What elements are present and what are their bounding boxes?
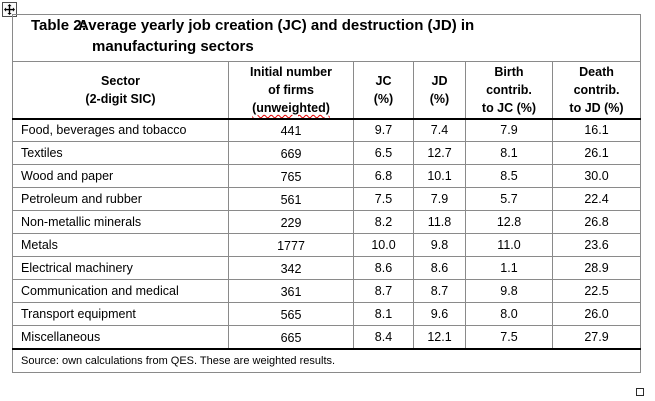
cell-firms: 765	[228, 164, 354, 188]
cell-birth: 7.9	[465, 118, 553, 142]
cell-firms: 565	[228, 302, 354, 326]
cell-jc: 6.5	[353, 141, 414, 165]
cell-jd: 10.1	[413, 164, 466, 188]
column-header-death-contrib: Death contrib. to JD (%)	[551, 61, 642, 120]
cell-jc: 7.5	[353, 187, 414, 211]
cell-jd: 9.6	[413, 302, 466, 326]
cell-sector: Textiles	[12, 141, 229, 165]
table-resize-handle[interactable]	[636, 388, 644, 396]
cell-death: 22.5	[551, 279, 642, 303]
cell-sector: Transport equipment	[12, 302, 229, 326]
cell-death: 16.1	[551, 118, 642, 142]
cell-jd: 12.7	[413, 141, 466, 165]
cell-birth: 8.0	[465, 302, 553, 326]
title-row: Table 2:Average yearly job creation (JC)…	[11, 14, 642, 62]
spellcheck-flagged-word: (unweighted)	[252, 100, 330, 115]
table-row: Petroleum and rubber 561 7.5 7.9 5.7 22.…	[12, 187, 642, 211]
table-row: Wood and paper 765 6.8 10.1 8.5 30.0	[12, 164, 642, 188]
move-icon	[4, 4, 15, 15]
cell-firms: 229	[228, 210, 354, 234]
cell-death: 22.4	[551, 187, 642, 211]
cell-firms: 561	[228, 187, 354, 211]
cell-jc: 8.7	[353, 279, 414, 303]
cell-birth: 8.5	[465, 164, 553, 188]
cell-jd: 7.9	[413, 187, 466, 211]
cell-sector: Wood and paper	[12, 164, 229, 188]
table-row: Electrical machinery 342 8.6 8.6 1.1 28.…	[12, 256, 642, 280]
cell-firms: 1777	[228, 233, 354, 257]
cell-jd: 11.8	[413, 210, 466, 234]
cell-sector: Metals	[12, 233, 229, 257]
cell-jd: 8.6	[413, 256, 466, 280]
cell-birth: 5.7	[465, 187, 553, 211]
table-row: Metals 1777 10.0 9.8 11.0 23.6	[12, 233, 642, 257]
cell-sector: Non-metallic minerals	[12, 210, 229, 234]
cell-birth: 11.0	[465, 233, 553, 257]
table-title-text-line2: manufacturing sectors	[92, 38, 254, 55]
table-row: Non-metallic minerals 229 8.2 11.8 12.8 …	[12, 210, 642, 234]
cell-firms: 665	[228, 325, 354, 349]
cell-jc: 6.8	[353, 164, 414, 188]
cell-death: 26.8	[551, 210, 642, 234]
column-header-initial-firms: Initial number of firms (unweighted)	[228, 61, 354, 120]
header-row: Sector (2-digit SIC) Initial number of f…	[12, 61, 642, 120]
cell-jc: 10.0	[353, 233, 414, 257]
cell-birth: 12.8	[465, 210, 553, 234]
cell-jc: 8.1	[353, 302, 414, 326]
cell-jc: 9.7	[353, 118, 414, 142]
cell-firms: 342	[228, 256, 354, 280]
cell-jd: 12.1	[413, 325, 466, 349]
cell-sector: Communication and medical	[12, 279, 229, 303]
cell-death: 23.6	[551, 233, 642, 257]
table-row: Textiles 669 6.5 12.7 8.1 26.1	[12, 141, 642, 165]
cell-death: 28.9	[551, 256, 642, 280]
table-2: Table 2:Average yearly job creation (JC)…	[11, 14, 642, 373]
cell-firms: 669	[228, 141, 354, 165]
column-header-birth-contrib: Birth contrib. to JC (%)	[465, 61, 553, 120]
cell-sector: Petroleum and rubber	[12, 187, 229, 211]
table-move-handle[interactable]	[2, 2, 17, 17]
cell-sector: Food, beverages and tobacco	[12, 118, 229, 142]
cell-death: 30.0	[551, 164, 642, 188]
cell-sector: Electrical machinery	[12, 256, 229, 280]
cell-jc: 8.4	[353, 325, 414, 349]
column-header-jc: JC (%)	[353, 61, 414, 120]
table-row: Transport equipment 565 8.1 9.6 8.0 26.0	[12, 302, 642, 326]
cell-death: 26.1	[551, 141, 642, 165]
cell-death: 26.0	[551, 302, 642, 326]
table-title-text: Average yearly job creation (JC) and des…	[78, 17, 475, 34]
table-row: Food, beverages and tobacco 441 9.7 7.4 …	[12, 118, 642, 142]
cell-jd: 8.7	[413, 279, 466, 303]
cell-jd: 7.4	[413, 118, 466, 142]
cell-death: 27.9	[551, 325, 642, 349]
cell-sector: Miscellaneous	[12, 325, 229, 349]
column-header-jd: JD (%)	[413, 61, 466, 120]
table-source-note: Source: own calculations from QES. These…	[11, 347, 642, 373]
cell-jd: 9.8	[413, 233, 466, 257]
column-header-sector: Sector (2-digit SIC)	[12, 61, 229, 120]
cell-birth: 1.1	[465, 256, 553, 280]
cell-firms: 441	[228, 118, 354, 142]
cell-jc: 8.6	[353, 256, 414, 280]
cell-jc: 8.2	[353, 210, 414, 234]
table-row: Miscellaneous 665 8.4 12.1 7.5 27.9	[12, 325, 642, 349]
cell-birth: 8.1	[465, 141, 553, 165]
table-title: Table 2:Average yearly job creation (JC)…	[11, 14, 642, 62]
table-row: Communication and medical 361 8.7 8.7 9.…	[12, 279, 642, 303]
table-number-label: Table 2:	[31, 17, 87, 34]
cell-birth: 7.5	[465, 325, 553, 349]
cell-firms: 361	[228, 279, 354, 303]
cell-birth: 9.8	[465, 279, 553, 303]
source-row: Source: own calculations from QES. These…	[11, 347, 642, 373]
